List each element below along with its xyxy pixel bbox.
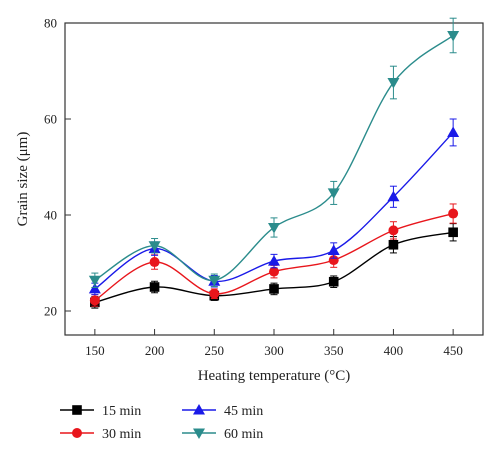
data-point: [268, 222, 280, 234]
data-point: [269, 284, 279, 294]
x-tick-label: 400: [384, 343, 404, 358]
data-point: [447, 126, 460, 137]
legend-label: 45 min: [224, 404, 263, 419]
data-point: [328, 276, 339, 287]
legend-marker: [193, 404, 205, 415]
legend-item: 15 min: [60, 404, 141, 419]
x-tick-label: 250: [205, 343, 225, 358]
data-point: [448, 227, 458, 238]
x-tick-label: 150: [85, 343, 105, 358]
data-point: [209, 288, 220, 299]
x-tick-label: 450: [443, 343, 463, 358]
x-axis-label: Heating temperature (°C): [198, 368, 351, 384]
data-point: [387, 78, 400, 89]
x-tick-label: 300: [264, 343, 284, 358]
data-point: [208, 275, 221, 287]
x-tick-label: 200: [145, 343, 165, 358]
y-tick-label: 40: [44, 208, 57, 223]
legend-item: 45 min: [182, 404, 263, 419]
data-point: [149, 282, 160, 292]
data-point: [88, 282, 101, 294]
y-tick-label: 60: [44, 112, 57, 127]
legend-marker: [72, 405, 82, 415]
legend-label: 30 min: [102, 427, 141, 442]
y-tick-label: 80: [44, 16, 57, 31]
legend: 15 min 30 min 45 min 60 min: [60, 404, 263, 442]
series-60-min: [88, 17, 460, 288]
data-point: [269, 266, 279, 277]
data-point: [149, 257, 160, 268]
legend-marker: [72, 428, 82, 438]
y-tick-label: 20: [44, 304, 57, 319]
x-tick-label: 350: [324, 343, 344, 358]
data-point: [387, 190, 400, 202]
data-point: [268, 255, 280, 266]
data-point: [448, 208, 459, 219]
legend-item: 30 min: [60, 427, 141, 442]
legend-marker: [193, 428, 205, 439]
legend-item: 60 min: [182, 427, 263, 442]
y-axis-label: Grain size (μm): [15, 132, 31, 227]
data-point: [327, 188, 340, 199]
series-layer: [88, 17, 460, 309]
data-point: [388, 239, 399, 250]
series-line: [94, 34, 454, 281]
x-axis-ticks: 150 200 250 300 350 400 450: [85, 329, 463, 358]
legend-label: 60 min: [224, 427, 263, 442]
y-axis-ticks: 20 40 60 80: [44, 16, 71, 319]
data-point: [148, 241, 161, 252]
data-point: [88, 275, 101, 287]
data-point: [327, 244, 340, 256]
data-point: [388, 225, 399, 236]
data-point: [89, 295, 100, 306]
data-point: [328, 255, 339, 266]
data-point: [447, 30, 460, 42]
legend-label: 15 min: [102, 404, 141, 419]
